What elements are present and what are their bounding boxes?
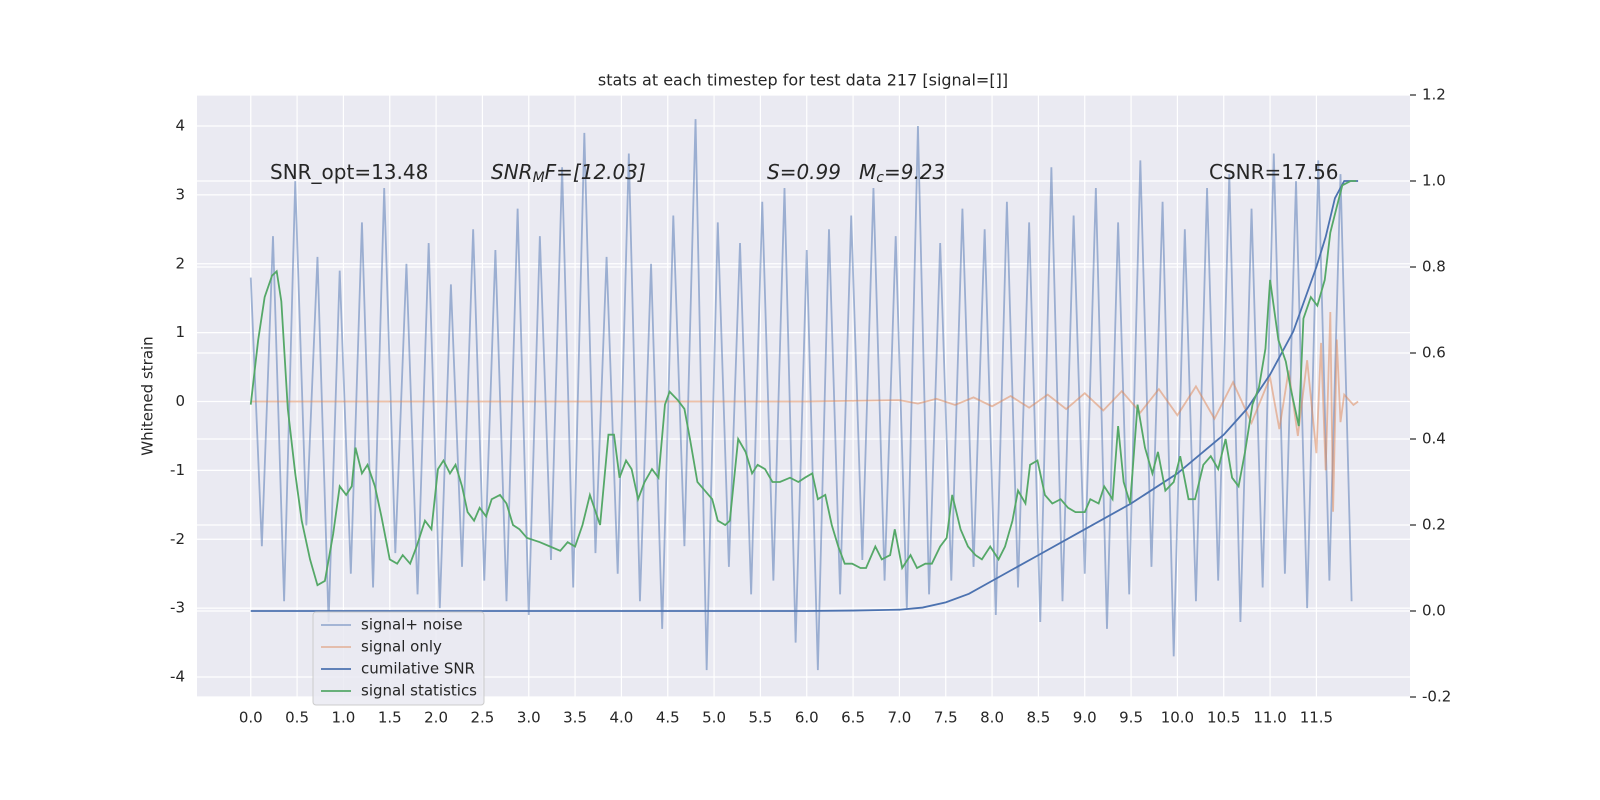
y-tick-label: -3 — [170, 599, 185, 617]
y2-tick-label: 0.6 — [1422, 344, 1446, 362]
x-tick-label: 1.0 — [331, 709, 355, 727]
y2-tick-label: -0.2 — [1422, 688, 1451, 706]
x-tick-label: 8.5 — [1026, 709, 1050, 727]
y2-tick-label: 0.4 — [1422, 430, 1446, 448]
x-tick-label: 0.5 — [285, 709, 309, 727]
y-tick-label: 2 — [175, 254, 185, 272]
annotation: SNRMF=[12.03] — [491, 160, 646, 187]
x-tick-label: 7.5 — [934, 709, 958, 727]
annotation-part: =9.23 — [884, 160, 945, 184]
x-tick-label: 3.5 — [563, 709, 587, 727]
series-line — [250, 180, 1359, 612]
annotation: S=0.99 — [767, 160, 841, 184]
x-tick-label: 9.0 — [1073, 709, 1097, 727]
y-axis-label: Whitened strain — [139, 336, 157, 455]
y-tick-label: -2 — [170, 530, 185, 548]
x-tick-label: 11.5 — [1300, 709, 1333, 727]
x-tick-label: 9.5 — [1119, 709, 1143, 727]
annotation-part: SNR_opt=13.48 — [270, 160, 428, 184]
legend-label: signal statistics — [361, 682, 477, 700]
x-tick-label: 2.5 — [470, 709, 494, 727]
y-tick-label: 0 — [175, 392, 185, 410]
y2-tick-label: 1.0 — [1422, 172, 1446, 190]
x-tick-label: 10.5 — [1207, 709, 1240, 727]
legend-label: signal+ noise — [361, 616, 463, 634]
x-tick-label: 1.5 — [378, 709, 402, 727]
annotation: CSNR=17.56 — [1209, 160, 1339, 184]
y2-tick-label: 0.2 — [1422, 516, 1446, 534]
y-tick-label: 3 — [175, 185, 185, 203]
y-tick-label: 4 — [175, 116, 185, 134]
x-tick-label: 8.0 — [980, 709, 1004, 727]
series-line — [250, 311, 1359, 512]
annotation-part: SNR — [491, 160, 533, 184]
annotation-part: S=0.99 — [767, 160, 841, 184]
legend-box — [312, 611, 485, 706]
x-tick-label: 0.0 — [239, 709, 263, 727]
x-tick-label: 6.5 — [841, 709, 865, 727]
x-tick-label: 5.0 — [702, 709, 726, 727]
annotation-part: CSNR=17.56 — [1209, 160, 1339, 184]
y2-tick-label: 0.8 — [1422, 258, 1446, 276]
x-tick-label: 10.0 — [1161, 709, 1194, 727]
x-tick-label: 2.0 — [424, 709, 448, 727]
series-line — [249, 180, 1357, 587]
x-tick-label: 7.0 — [887, 709, 911, 727]
y-tick-label: -1 — [170, 461, 185, 479]
legend-label: cumilative SNR — [361, 660, 475, 678]
y2-tick-label: 0.0 — [1422, 602, 1446, 620]
y2-tick-label: 1.2 — [1422, 86, 1446, 104]
y-tick-label: 1 — [175, 323, 185, 341]
annotation-part: M — [533, 170, 545, 186]
chart-title: stats at each timestep for test data 217… — [598, 71, 1008, 90]
y-tick-label: -4 — [170, 668, 185, 686]
annotation-part: F=[12.03] — [545, 160, 646, 184]
annotation: Mc=9.23 — [859, 160, 945, 187]
legend-label: signal only — [361, 638, 442, 656]
x-tick-label: 3.0 — [517, 709, 541, 727]
annotation-part: M — [859, 160, 876, 184]
x-tick-label: 4.0 — [609, 709, 633, 727]
x-tick-label: 5.5 — [748, 709, 772, 727]
x-tick-label: 11.0 — [1253, 709, 1286, 727]
annotation: SNR_opt=13.48 — [270, 160, 428, 184]
x-tick-label: 6.0 — [795, 709, 819, 727]
series-line — [249, 119, 1353, 671]
x-tick-label: 4.5 — [656, 709, 680, 727]
annotation-part: c — [876, 170, 884, 186]
